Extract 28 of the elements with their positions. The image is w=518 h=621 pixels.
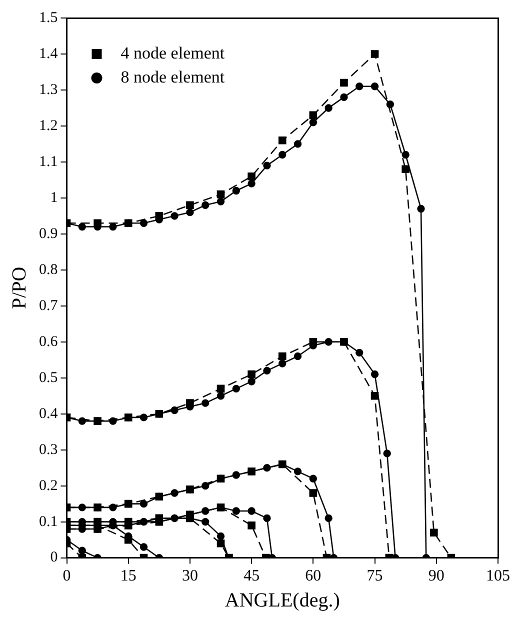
y-tick-label: 0.9 (39, 226, 58, 242)
legend-label: 4 node element (120, 43, 225, 62)
y-tick-label: 0.3 (39, 442, 58, 458)
y-tick-label: 0.2 (39, 478, 58, 494)
x-tick-label: 15 (120, 568, 136, 585)
y-tick-label: 1.3 (39, 82, 58, 98)
x-tick-label: 60 (305, 568, 322, 585)
x-tick-label: 30 (182, 568, 198, 585)
y-tick-label: 1 (50, 190, 58, 206)
y-tick-label: 1.2 (39, 118, 58, 134)
y-tick-label: 1.4 (39, 46, 58, 62)
y-tick-label: 1.1 (39, 154, 58, 170)
y-tick-label: 0.4 (39, 406, 58, 422)
x-tick-label: 45 (244, 568, 260, 585)
legend-label: 8 node element (120, 67, 225, 86)
x-tick-label: 75 (366, 568, 383, 585)
y-tick-label: 0.7 (39, 298, 58, 314)
y-tick-label: 0.5 (39, 370, 58, 386)
y-axis-title: P/PO (8, 266, 30, 310)
x-tick-label: 90 (428, 568, 444, 585)
x-tick-label: 105 (486, 568, 510, 585)
x-axis-title: ANGLE(deg.) (224, 589, 340, 612)
x-tick-label: 0 (62, 568, 71, 585)
y-tick-label: 0 (50, 550, 58, 566)
y-tick-label: 0.6 (39, 334, 58, 350)
y-tick-label: 0.1 (39, 514, 58, 530)
y-tick-label: 0.8 (39, 262, 58, 278)
y-tick-label: 1.5 (39, 10, 58, 26)
